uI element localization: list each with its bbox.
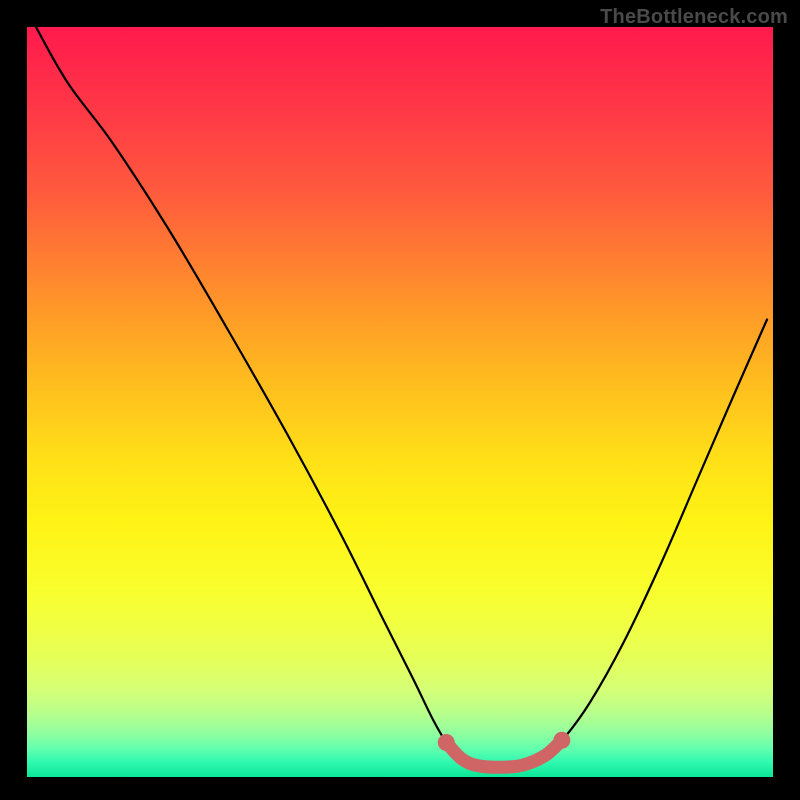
range-start-dot — [438, 734, 455, 751]
bottleneck-curve — [36, 27, 767, 767]
plot-area — [27, 27, 773, 777]
optimal-range-band — [446, 740, 562, 767]
curve-layer — [27, 27, 773, 777]
chart-container: TheBottleneck.com — [0, 0, 800, 800]
watermark-text: TheBottleneck.com — [600, 6, 788, 29]
range-end-dot — [553, 732, 570, 749]
